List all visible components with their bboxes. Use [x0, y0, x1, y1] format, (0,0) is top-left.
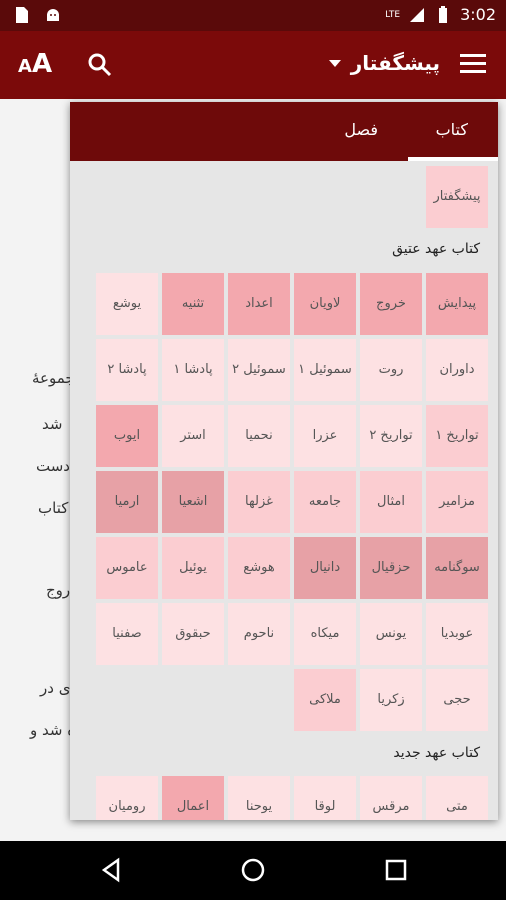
clock: 3:02 — [460, 5, 496, 24]
book-cell[interactable]: ناحوم — [228, 603, 290, 665]
book-cell[interactable]: یوشع — [96, 273, 158, 335]
font-size-small-label: A — [18, 56, 32, 77]
search-icon[interactable] — [86, 51, 114, 79]
book-cell[interactable]: عوبدیا — [426, 603, 488, 665]
book-cell[interactable]: تثنیه — [162, 273, 224, 335]
tab-indicator — [408, 157, 498, 161]
book-cell[interactable]: دانیال — [294, 537, 356, 599]
book-chooser-panel: کتاب فصل پیشگفتار کتاب عهد عتیق کتاب عهد… — [70, 102, 498, 820]
book-cell[interactable]: داوران — [426, 339, 488, 401]
book-cell[interactable]: لاویان — [294, 273, 356, 335]
section-old-testament: کتاب عهد عتیق — [392, 241, 480, 257]
book-cell[interactable]: حبقوق — [162, 603, 224, 665]
status-bar: LTE 3:02 — [0, 0, 506, 31]
book-cell[interactable]: مزامیر — [426, 471, 488, 533]
book-cell[interactable]: زکریا — [360, 669, 422, 731]
app-bar: AA پیشگفتار — [0, 31, 506, 99]
book-cell-introduction[interactable]: پیشگفتار — [426, 166, 488, 228]
book-cell[interactable]: یوحنا — [228, 776, 290, 820]
battery-icon — [439, 5, 448, 23]
book-cell[interactable]: یوئیل — [162, 537, 224, 599]
book-cell[interactable]: حجی — [426, 669, 488, 731]
nav-bar — [0, 841, 506, 900]
reader-text: دست — [36, 457, 70, 475]
reader-text: ی در — [40, 679, 71, 697]
book-cell[interactable]: مرقس — [360, 776, 422, 820]
tab-bar: کتاب فصل — [70, 102, 498, 161]
book-cell[interactable]: جامعه — [294, 471, 356, 533]
recents-icon[interactable] — [383, 857, 409, 883]
tab-book[interactable]: کتاب — [435, 120, 468, 139]
android-icon — [47, 9, 59, 21]
book-grid: پیشگفتار کتاب عهد عتیق کتاب عهد جدید پید… — [70, 161, 498, 820]
book-cell[interactable]: نحمیا — [228, 405, 290, 467]
book-cell[interactable]: اعداد — [228, 273, 290, 335]
book-cell[interactable]: خروج — [360, 273, 422, 335]
tab-chapter[interactable]: فصل — [344, 120, 378, 139]
book-cell[interactable]: اشعیا — [162, 471, 224, 533]
book-dropdown-label: پیشگفتار — [350, 51, 440, 75]
book-cell[interactable]: لوقا — [294, 776, 356, 820]
book-cell[interactable]: استر — [162, 405, 224, 467]
font-size-button[interactable]: AA — [18, 49, 52, 79]
book-cell[interactable]: اعمال — [162, 776, 224, 820]
book-cell[interactable]: سوگنامه — [426, 537, 488, 599]
book-cell[interactable]: صفنیا — [96, 603, 158, 665]
book-cell[interactable]: سموئیل ۱ — [294, 339, 356, 401]
section-new-testament: کتاب عهد جدید — [393, 745, 480, 761]
book-cell[interactable]: غزلها — [228, 471, 290, 533]
book-cell[interactable]: امثال — [360, 471, 422, 533]
reader-text: شد — [42, 415, 63, 433]
book-dropdown[interactable]: پیشگفتار — [328, 51, 440, 75]
sd-card-icon — [16, 7, 28, 23]
menu-icon[interactable] — [460, 53, 486, 75]
reader-text: ه شد و — [30, 721, 76, 739]
book-cell[interactable]: ارمیا — [96, 471, 158, 533]
network-label: LTE — [385, 9, 401, 20]
book-cell[interactable]: میکاه — [294, 603, 356, 665]
book-cell[interactable]: سموئیل ۲ — [228, 339, 290, 401]
dropdown-caret-icon — [328, 59, 341, 67]
reader-text: کتاب — [38, 499, 69, 517]
back-icon[interactable] — [98, 857, 124, 883]
book-cell[interactable]: متی — [426, 776, 488, 820]
book-cell[interactable]: روت — [360, 339, 422, 401]
book-cell[interactable]: رومیان — [96, 776, 158, 820]
book-cell[interactable]: ملاکی — [294, 669, 356, 731]
book-cell[interactable]: عاموس — [96, 537, 158, 599]
book-cell[interactable]: ایوب — [96, 405, 158, 467]
signal-icon — [410, 7, 425, 22]
book-cell[interactable]: تواریخ ۱ — [426, 405, 488, 467]
home-icon[interactable] — [240, 857, 266, 883]
font-size-large-label: A — [31, 49, 53, 79]
book-cell[interactable]: عزرا — [294, 405, 356, 467]
reader-text: روج — [46, 581, 71, 599]
book-cell[interactable]: هوشع — [228, 537, 290, 599]
book-cell[interactable]: تواریخ ۲ — [360, 405, 422, 467]
book-cell[interactable]: یونس — [360, 603, 422, 665]
book-cell[interactable]: حزقیال — [360, 537, 422, 599]
book-cell[interactable]: پادشا ۲ — [96, 339, 158, 401]
book-cell[interactable]: پادشا ۱ — [162, 339, 224, 401]
book-cell[interactable]: پیدایش — [426, 273, 488, 335]
